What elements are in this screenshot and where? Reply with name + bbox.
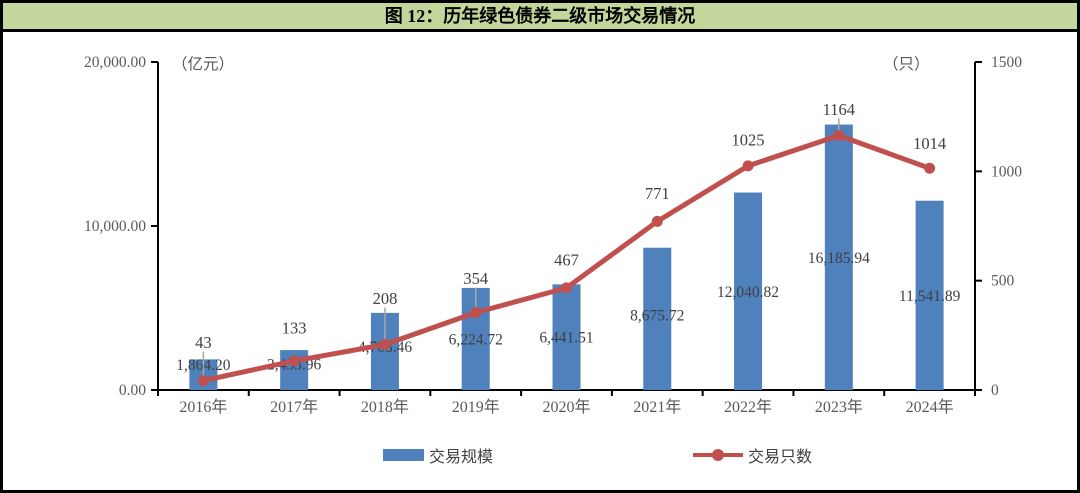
x-axis-category-label: 2023年 bbox=[815, 398, 863, 416]
line-point-marker bbox=[742, 160, 754, 172]
bar-value-label: 6,224.72 bbox=[449, 331, 503, 348]
line-value-label: 1164 bbox=[823, 100, 855, 119]
line-value-label: 43 bbox=[195, 333, 212, 352]
bar-value-label: 16,185.94 bbox=[808, 250, 870, 267]
chart-area: 0.00 10,000.00 20,000.00 0 500 1000 1500 （亿元） （只… bbox=[3, 32, 1077, 490]
bar-2022年 bbox=[734, 192, 763, 390]
left-axis-unit-label: （亿元） bbox=[172, 55, 234, 73]
x-axis-category-label: 2020年 bbox=[542, 398, 590, 416]
left-axis-tick-label: 0.00 bbox=[119, 382, 146, 399]
figure-title: 图 12：历年绿色债券二级市场交易情况 bbox=[3, 3, 1077, 32]
bar-value-label: 12,040.82 bbox=[717, 284, 779, 301]
bar-2020年 bbox=[552, 284, 581, 390]
line-point-marker bbox=[197, 375, 209, 387]
legend-item-bar-series: 交易规模 bbox=[383, 446, 494, 466]
bar-2024年 bbox=[915, 200, 944, 390]
line-value-label: 354 bbox=[463, 269, 488, 288]
line-series-swatch-icon bbox=[693, 448, 743, 462]
line-point-marker bbox=[288, 355, 300, 367]
line-point-marker bbox=[470, 307, 482, 319]
line-point-marker bbox=[833, 129, 845, 141]
right-axis-tick-label: 0 bbox=[991, 382, 999, 399]
bar-2023年 bbox=[824, 124, 853, 390]
x-axis-category-label: 2019年 bbox=[452, 398, 500, 416]
x-axis-category-label: 2024年 bbox=[906, 398, 954, 416]
right-axis-tick-label: 1000 bbox=[991, 163, 1022, 180]
bar-2021年 bbox=[643, 247, 672, 390]
chart-canvas: 0.00 10,000.00 20,000.00 0 500 1000 1500 （亿元） （只… bbox=[84, 54, 1022, 416]
chart-legend: 交易规模 交易只数 bbox=[3, 446, 1077, 470]
legend-item-line-series: 交易只数 bbox=[693, 446, 813, 466]
line-point-marker bbox=[379, 339, 391, 351]
bar-value-label: 6,441.51 bbox=[539, 330, 593, 347]
bar-value-label: 8,675.72 bbox=[630, 307, 684, 324]
bar-series-swatch-icon bbox=[383, 449, 424, 461]
line-point-marker bbox=[924, 162, 936, 174]
right-axis-tick-label: 500 bbox=[991, 273, 1015, 290]
line-value-label: 208 bbox=[373, 289, 398, 308]
x-axis-category-label: 2018年 bbox=[361, 398, 409, 416]
line-value-label: 1014 bbox=[913, 134, 946, 153]
x-axis-category-label: 2022年 bbox=[724, 398, 772, 416]
line-value-label: 467 bbox=[554, 250, 579, 269]
line-value-label: 1025 bbox=[732, 130, 765, 149]
left-axis-tick-label: 20,000.00 bbox=[84, 54, 146, 71]
line-value-label: 771 bbox=[645, 184, 670, 203]
x-axis-category-label: 2021年 bbox=[633, 398, 681, 416]
legend-label-bar: 交易规模 bbox=[429, 449, 494, 466]
line-point-marker bbox=[561, 282, 572, 294]
line-point-marker bbox=[651, 215, 663, 227]
bar-value-label: 11,541.89 bbox=[899, 288, 961, 305]
right-axis-unit-label: （只） bbox=[883, 56, 930, 73]
legend-label-line: 交易只数 bbox=[748, 449, 813, 466]
right-axis-tick-label: 1500 bbox=[991, 54, 1022, 71]
x-axis-category-label: 2016年 bbox=[179, 398, 227, 416]
line-value-label: 133 bbox=[282, 318, 307, 337]
left-axis-tick-label: 10,000.00 bbox=[84, 218, 146, 235]
x-axis-category-label: 2017年 bbox=[270, 398, 318, 416]
